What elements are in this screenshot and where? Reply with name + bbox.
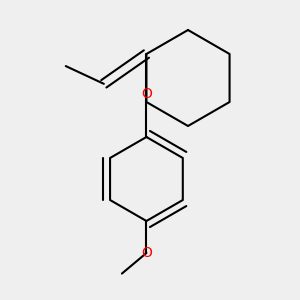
Text: O: O [141, 246, 152, 260]
Text: O: O [141, 87, 152, 101]
